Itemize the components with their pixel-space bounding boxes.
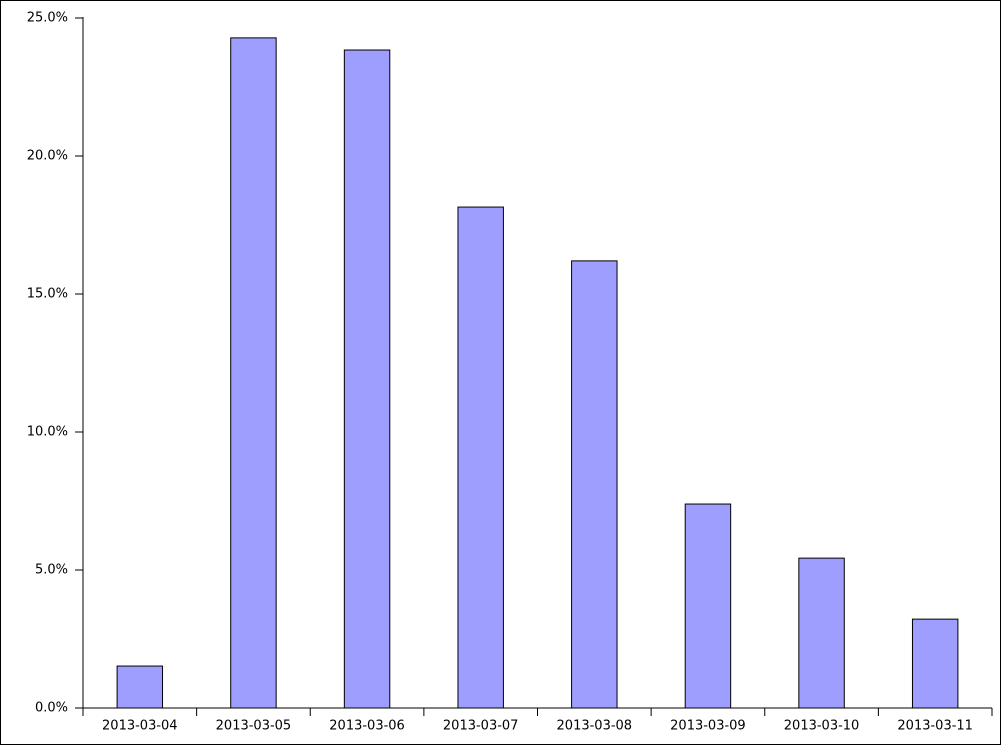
- x-tick-label: 2013-03-10: [784, 719, 860, 734]
- x-tick-label: 2013-03-07: [443, 719, 519, 734]
- y-tick-label: 10.0%: [27, 425, 68, 440]
- x-tick-label: 2013-03-09: [670, 719, 746, 734]
- bar: [116, 665, 164, 709]
- y-tick-label: 15.0%: [27, 287, 68, 302]
- bar: [343, 49, 391, 709]
- bar: [457, 206, 504, 709]
- x-tick-label: 2013-03-06: [329, 719, 405, 734]
- bar: [571, 260, 618, 709]
- bar: [798, 557, 845, 709]
- bar: [684, 503, 732, 709]
- bar: [230, 37, 277, 709]
- y-tick-label: 20.0%: [27, 149, 68, 164]
- y-tick-label: 0.0%: [35, 701, 68, 716]
- x-tick-label: 2013-03-08: [557, 719, 633, 734]
- x-tick-label: 2013-03-11: [897, 719, 973, 734]
- y-tick-label: 25.0%: [27, 11, 68, 26]
- x-tick-label: 2013-03-04: [102, 719, 178, 734]
- x-tick-label: 2013-03-05: [216, 719, 292, 734]
- bar: [911, 618, 959, 709]
- y-tick-label: 5.0%: [35, 563, 68, 578]
